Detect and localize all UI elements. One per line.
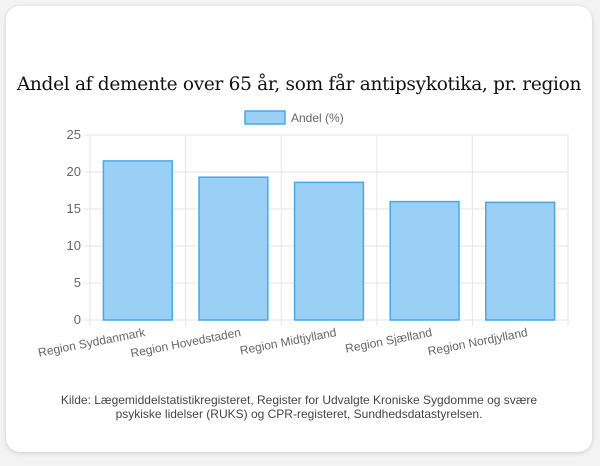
source-line-2: psykiske lidelser (RUKS) og CPR-register… <box>115 407 483 421</box>
legend-swatch <box>244 110 286 125</box>
legend-label: Andel (%) <box>291 111 344 125</box>
chart-title: Andel af demente over 65 år, som får ant… <box>16 74 582 95</box>
y-tick-label: 0 <box>74 312 81 327</box>
x-tick-label: Region Hovedstaden <box>129 325 242 360</box>
x-tick-label: Region Midtjylland <box>239 325 338 357</box>
source-line-1: Kilde: Lægemiddelstatistikregisteret, Re… <box>60 393 538 407</box>
y-tick-label: 5 <box>74 275 81 290</box>
bars <box>102 160 556 321</box>
bar[interactable] <box>485 201 556 321</box>
source-note: Kilde: Lægemiddelstatistikregisteret, Re… <box>26 393 572 421</box>
bar[interactable] <box>102 160 173 321</box>
y-tick-label: 10 <box>67 238 81 253</box>
bar[interactable] <box>293 181 365 321</box>
x-tick-label: Region Sjælland <box>344 325 433 356</box>
y-tick-label: 15 <box>67 201 81 216</box>
x-tick-label: Region Nordjylland <box>427 325 529 358</box>
chart-card: Andel af demente over 65 år, som får ant… <box>6 6 592 452</box>
bar[interactable] <box>389 200 460 321</box>
bar[interactable] <box>198 176 269 321</box>
y-axis-ticks: 0 5 10 15 20 25 <box>67 127 81 327</box>
y-tick-label: 20 <box>67 164 81 179</box>
legend[interactable]: Andel (%) <box>244 110 344 125</box>
y-tick-label: 25 <box>67 127 81 142</box>
